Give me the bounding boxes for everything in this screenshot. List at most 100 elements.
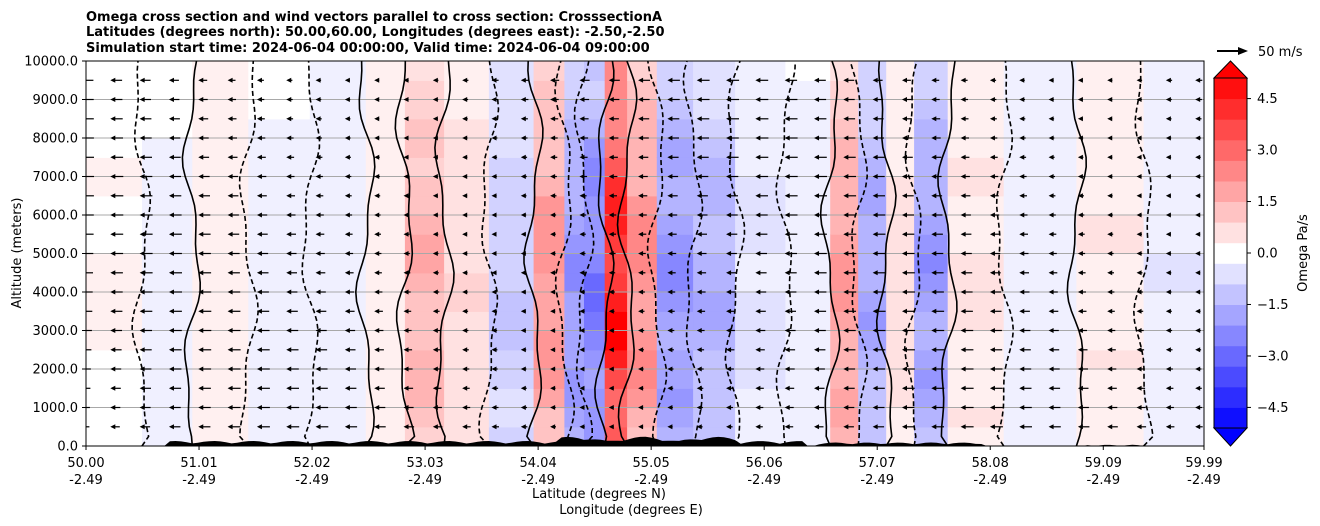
omega-cell <box>309 253 367 274</box>
wind-vector-head <box>1077 193 1083 199</box>
wind-vector-head <box>843 116 849 122</box>
wind-vector-head <box>198 116 204 122</box>
omega-cell <box>86 369 143 389</box>
wind-vector-head <box>139 193 145 199</box>
wind-vector-head <box>989 174 995 179</box>
wind-vector-head <box>726 270 732 276</box>
x-tick-label-lon: -2.49 <box>408 473 442 488</box>
wind-vector-head <box>168 174 174 179</box>
omega-cell <box>584 253 606 274</box>
wind-vector-head <box>1195 405 1201 410</box>
wind-vector-head <box>638 116 644 122</box>
omega-cell <box>627 99 658 120</box>
wind-vector-head <box>403 328 409 333</box>
wind-vector-head <box>1107 231 1113 237</box>
wind-vector-head <box>315 116 321 122</box>
wind-vector-head <box>315 405 321 410</box>
omega-cell <box>564 369 585 389</box>
wind-vector-head <box>1077 328 1083 333</box>
omega-cell <box>735 330 787 351</box>
wind-vector-head <box>843 174 849 179</box>
omega-cell <box>564 157 585 178</box>
omega-cell <box>947 311 1005 332</box>
wind-vector-head <box>1136 77 1142 83</box>
omega-cell <box>735 118 787 139</box>
omega-cell <box>1143 157 1204 178</box>
wind-vector-head <box>931 231 937 237</box>
wind-vector-head <box>110 231 116 237</box>
wind-vector-head <box>139 424 145 430</box>
wind-vector-head <box>256 424 262 430</box>
wind-vector-head <box>403 270 409 276</box>
omega-cell <box>248 272 311 293</box>
wind-vector-head <box>1195 212 1201 218</box>
omega-cell <box>533 176 565 197</box>
wind-vector-head <box>1048 328 1054 333</box>
wind-vector-head <box>579 405 585 410</box>
wind-vector-head <box>520 347 526 353</box>
wind-vector-head <box>168 97 174 102</box>
omega-cell <box>248 138 311 158</box>
omega-cell <box>142 215 193 235</box>
wind-vector-head <box>344 231 350 237</box>
wind-vector-head <box>550 97 556 102</box>
omega-cell <box>142 176 193 197</box>
wind-vector-head <box>872 270 878 276</box>
wind-vector-head <box>872 308 878 314</box>
wind-vector-head <box>696 193 702 199</box>
wind-vector-head <box>1077 308 1083 314</box>
omega-cell <box>488 292 535 312</box>
omega-cell <box>886 215 915 235</box>
wind-vector-head <box>1077 424 1083 430</box>
omega-cell <box>488 388 535 409</box>
omega-cell <box>656 292 694 312</box>
colorbar-tick-label: 1.5 <box>1257 195 1278 210</box>
wind-vector-head <box>960 308 966 314</box>
wind-vector-head <box>1165 231 1171 237</box>
wind-vector-head <box>344 328 350 333</box>
omega-contour <box>478 61 500 446</box>
wind-vector-head <box>989 135 995 141</box>
omega-cell <box>735 195 787 216</box>
wind-vector-head <box>1048 289 1054 295</box>
wind-vector-head <box>608 347 614 353</box>
wind-vector-head <box>168 385 174 391</box>
wind-vector-head <box>1165 385 1171 391</box>
wind-vector-head <box>550 308 556 314</box>
wind-vector-head <box>462 328 468 333</box>
omega-cell <box>693 176 736 197</box>
omega-cell <box>656 388 694 409</box>
wind-vector-head <box>256 308 262 314</box>
wind-vector-head <box>1107 116 1113 122</box>
wind-vector-head <box>462 174 468 179</box>
omega-cell <box>142 369 193 389</box>
omega-cell <box>86 118 143 139</box>
wind-vector-head <box>1077 366 1083 372</box>
wind-vector-head <box>638 174 644 179</box>
wind-vector-head <box>1107 212 1113 218</box>
wind-vector-head <box>462 116 468 122</box>
omega-cell <box>947 388 1005 409</box>
omega-cell <box>1143 349 1204 370</box>
omega-cell <box>627 272 658 293</box>
omega-cell <box>1143 215 1204 235</box>
omega-cell <box>947 253 1005 274</box>
wind-vector-head <box>843 97 849 102</box>
wind-vector-head <box>784 385 790 391</box>
omega-cell <box>192 176 249 197</box>
wind-vector-head <box>989 231 995 237</box>
wind-vector-head <box>667 116 673 122</box>
omega-cell <box>830 388 859 409</box>
wind-vector-head <box>1048 154 1054 160</box>
omega-cell <box>914 138 949 158</box>
wind-vector-head <box>1136 289 1142 295</box>
wind-vector-head <box>315 424 321 430</box>
omega-cell <box>488 195 535 216</box>
wind-vector-head <box>814 212 820 218</box>
colorbar-tick-label: −3.0 <box>1257 349 1289 364</box>
wind-vector-head <box>110 328 116 333</box>
wind-vector-head <box>286 154 292 160</box>
wind-vector-head <box>843 154 849 160</box>
omega-cell <box>192 215 249 235</box>
wind-vector-head <box>726 405 732 410</box>
